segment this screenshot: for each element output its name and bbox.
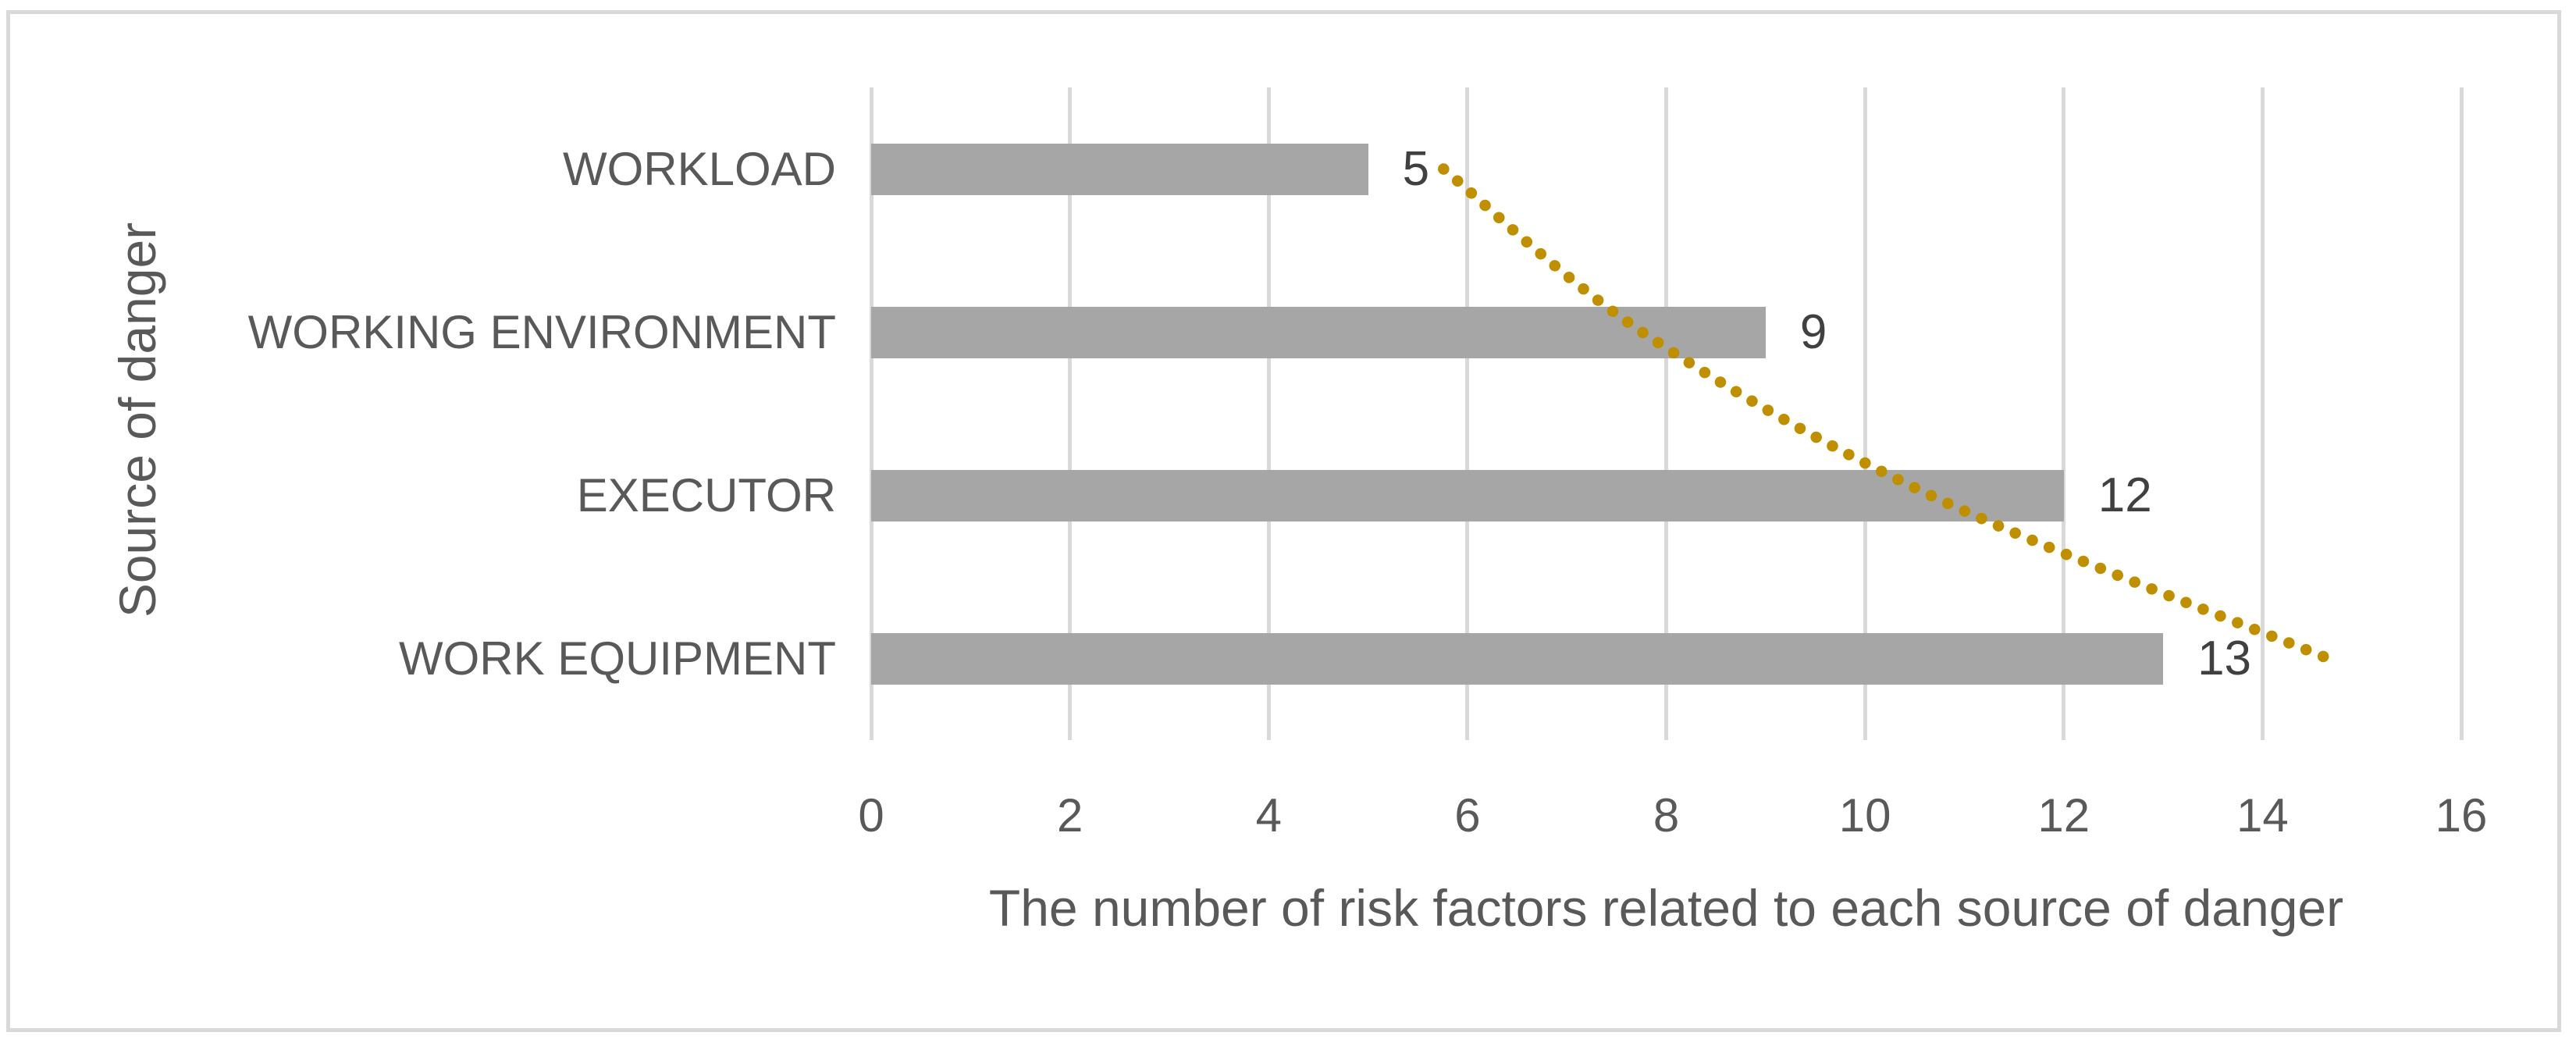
data-label: 13 bbox=[2197, 631, 2252, 685]
data-label: 12 bbox=[2097, 468, 2152, 522]
x-tick-label: 16 bbox=[2435, 789, 2488, 842]
bar bbox=[871, 632, 2164, 685]
x-tick-label: 10 bbox=[1838, 789, 1891, 842]
x-tick-label: 6 bbox=[1454, 789, 1481, 842]
y-axis-title: Source of danger bbox=[109, 222, 166, 618]
gridline bbox=[2260, 87, 2265, 740]
category-label: WORK EQUIPMENT bbox=[398, 632, 836, 685]
category-label: WORKLOAD bbox=[562, 142, 836, 195]
bar bbox=[871, 143, 1368, 195]
x-axis-title: The number of risk factors related to ea… bbox=[988, 879, 2344, 937]
gridline bbox=[2459, 87, 2464, 740]
gridline bbox=[1068, 87, 1073, 740]
category-label: EXECUTOR bbox=[576, 468, 836, 521]
bar bbox=[871, 469, 2064, 521]
gridline bbox=[869, 87, 873, 740]
x-tick-label: 4 bbox=[1255, 789, 1282, 842]
data-label: 5 bbox=[1402, 141, 1430, 196]
x-tick-label: 2 bbox=[1056, 789, 1083, 842]
x-tick-label: 8 bbox=[1653, 789, 1680, 842]
bar bbox=[871, 306, 1766, 358]
x-tick-label: 12 bbox=[2037, 789, 2090, 842]
data-label: 9 bbox=[1799, 304, 1827, 359]
x-tick-label: 0 bbox=[858, 789, 884, 842]
gridline bbox=[1266, 87, 1271, 740]
x-tick-label: 14 bbox=[2236, 789, 2289, 842]
category-label: WORKING ENVIRONMENT bbox=[247, 305, 836, 358]
